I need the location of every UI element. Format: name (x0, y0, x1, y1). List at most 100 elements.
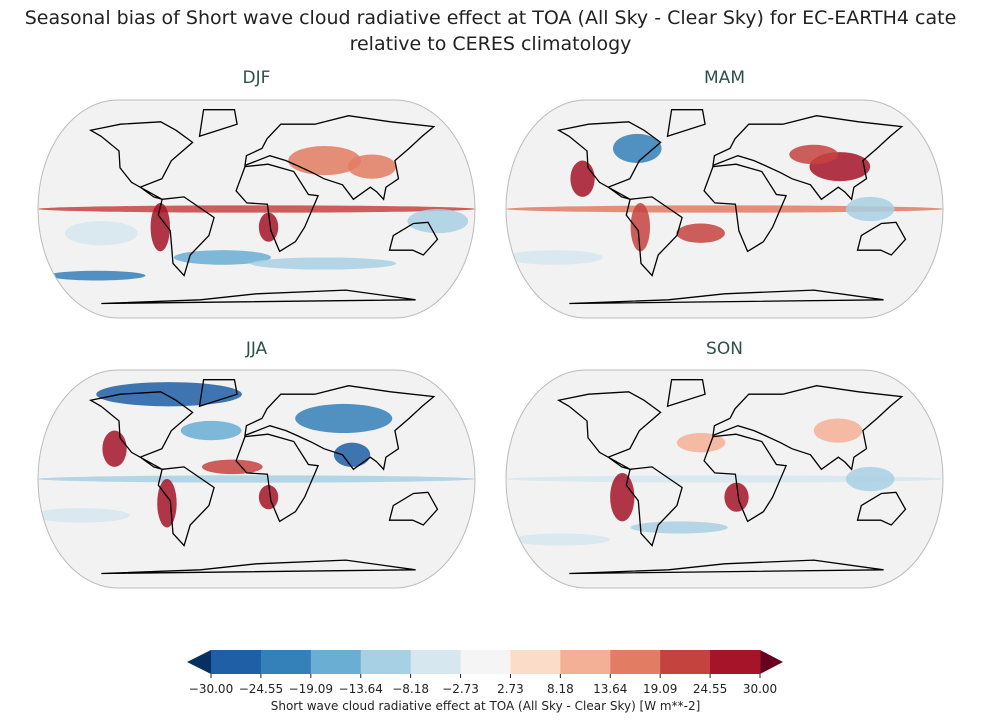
panel-title-jja: JJA (245, 339, 268, 359)
bias-region (38, 508, 130, 523)
bias-region (407, 209, 469, 234)
coastline (703, 433, 788, 523)
coastline (569, 559, 884, 575)
coastline (556, 121, 662, 200)
colorbar-segment (410, 650, 462, 674)
colorbar-segment (710, 650, 761, 674)
coastline (625, 466, 683, 547)
map-border (37, 369, 476, 589)
bias-region (676, 432, 726, 453)
coastline (88, 121, 194, 200)
bias-region (150, 202, 170, 252)
bias-region (258, 485, 279, 510)
coastline (101, 559, 416, 575)
coastline (157, 466, 215, 547)
coastline (856, 221, 907, 256)
figure-title-line2: relative to CERES climatology (349, 33, 632, 55)
map-panel-son (505, 369, 944, 589)
bias-region (288, 146, 362, 176)
figure-title-line1: Seasonal bias of Short wave cloud radiat… (24, 7, 957, 29)
colorbar-segment (211, 650, 262, 674)
colorbar-segment (610, 650, 661, 674)
coastline (666, 379, 706, 408)
coastline (856, 491, 907, 526)
colorbar-tick-label: 19.09 (642, 682, 678, 696)
map-panel-jja (37, 369, 476, 589)
colorbar-extend-max (760, 650, 783, 674)
colorbar-label: Short wave cloud radiative effect at TOA… (270, 699, 701, 713)
bias-region (610, 472, 635, 522)
coastline (198, 379, 238, 408)
bias-region (676, 223, 725, 243)
bias-region (38, 205, 475, 213)
bias-region (102, 430, 127, 467)
colorbar-segment (660, 650, 711, 674)
bias-region (180, 420, 242, 441)
coastline (556, 391, 662, 470)
coastline (244, 385, 436, 471)
bias-region (845, 466, 895, 492)
bias-region (724, 482, 749, 512)
colorbar-tick-label: −2.73 (442, 682, 479, 696)
colorbar-tick-label: −13.64 (338, 682, 383, 696)
coastline (101, 289, 416, 305)
bias-region (506, 205, 943, 213)
bias-region (201, 459, 263, 475)
bias-region (38, 475, 475, 483)
coastline (569, 289, 884, 305)
bias-region (157, 479, 177, 528)
bias-region (333, 442, 371, 467)
bias-region (347, 154, 397, 179)
bias-region (512, 533, 610, 546)
bias-region (258, 212, 279, 242)
bias-region (64, 221, 138, 246)
bias-region (250, 257, 397, 270)
coastline (388, 221, 439, 256)
colorbar-tick-label: 30.00 (742, 682, 778, 696)
colorbar-segment (310, 650, 362, 674)
colorbar-tick-label: −30.00 (188, 682, 234, 696)
bias-region (613, 133, 662, 163)
bias-region (789, 144, 838, 165)
coastline (244, 115, 436, 201)
colorbar-segment (360, 650, 412, 674)
map-border (505, 99, 944, 319)
bias-region (48, 270, 146, 281)
colorbar-tick-label: −24.55 (238, 682, 284, 696)
coastline (712, 115, 904, 201)
bias-region (570, 160, 595, 197)
colorbar-tick-label: 8.18 (547, 682, 574, 696)
bias-region (96, 382, 242, 407)
bias-region (813, 418, 863, 443)
colorbar-tick-label: 13.64 (593, 682, 628, 696)
colorbar-tick-label: −8.18 (392, 682, 430, 696)
coastline (235, 433, 320, 523)
coastline (666, 109, 706, 138)
colorbar-extend-min (187, 650, 211, 674)
coastline (703, 163, 788, 253)
bias-region (630, 202, 651, 252)
bias-region (506, 250, 603, 265)
colorbar-tick-label: −19.09 (288, 682, 334, 696)
map-border (505, 369, 944, 589)
colorbar-segment (510, 650, 561, 674)
colorbar-tick-label: 2.73 (497, 682, 524, 696)
bias-region (173, 250, 272, 265)
coastline (712, 385, 904, 471)
colorbar-segment (560, 650, 611, 674)
panel-title-mam: MAM (704, 68, 745, 88)
coastline (88, 391, 194, 470)
bias-region (845, 196, 895, 222)
colorbar-segment (460, 650, 511, 674)
coastline (235, 163, 320, 253)
colorbar-segment (260, 650, 312, 674)
coastline (388, 491, 439, 526)
map-panel-mam (505, 99, 944, 319)
coastline (625, 196, 683, 277)
coastline (198, 109, 238, 138)
map-panel-djf (37, 99, 476, 319)
colorbar (187, 650, 783, 678)
bias-region (630, 521, 728, 534)
colorbar-tick-label: 24.55 (692, 682, 728, 696)
